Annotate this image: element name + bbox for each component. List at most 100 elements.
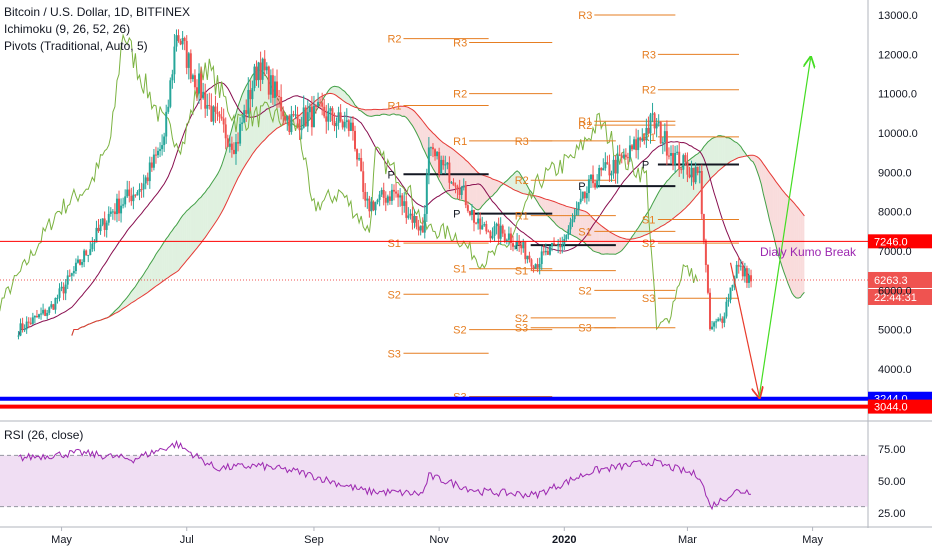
cloud-segment — [800, 210, 803, 298]
candle-down — [325, 116, 328, 122]
cloud-segment — [209, 183, 212, 232]
candle-up — [148, 162, 151, 182]
candle-down — [150, 162, 153, 168]
pivots-legend[interactable]: Pivots (Traditional, Auto, 5) — [4, 39, 148, 53]
cloud-segment — [137, 280, 140, 300]
candle-down — [44, 309, 47, 316]
candle-up — [698, 170, 701, 173]
cloud-segment — [225, 144, 228, 205]
chart-legend: Bitcoin / U.S. Dollar, 1D, BITFINEX Ichi… — [4, 4, 190, 55]
cloud-segment — [350, 98, 353, 107]
pivot-label-s1: S1 — [453, 264, 466, 276]
candle-up — [74, 262, 77, 272]
cloud-segment — [792, 200, 795, 297]
cloud-segment — [783, 191, 786, 278]
cloud-segment — [640, 221, 643, 238]
time-tick-label: May — [51, 534, 72, 546]
cloud-segment — [346, 93, 349, 105]
candle-down — [659, 122, 662, 144]
candle-down — [284, 116, 287, 121]
candle-down — [606, 162, 609, 165]
pivot-label-s1: S1 — [578, 226, 591, 238]
candle-up — [136, 192, 139, 196]
candle-down — [220, 116, 223, 119]
cloud-segment — [482, 174, 485, 206]
cloud-segment — [498, 181, 501, 189]
candle-down — [401, 195, 404, 206]
candle-up — [390, 189, 393, 201]
candle-down — [216, 111, 219, 115]
cloud-segment — [201, 194, 204, 243]
cloud-segment — [513, 172, 516, 191]
countdown-tag — [868, 288, 932, 305]
price-pane[interactable] — [0, 0, 868, 420]
cloud-segment — [441, 140, 444, 188]
candle-up — [715, 321, 718, 323]
candle-down — [530, 259, 533, 267]
cloud-segment — [217, 170, 220, 220]
candle-up — [257, 62, 260, 81]
candle-up — [507, 233, 510, 240]
candle-up — [657, 122, 660, 124]
rsi-line — [18, 439, 752, 511]
candle-down — [665, 131, 668, 156]
candle-up — [499, 225, 502, 239]
candle-up — [349, 122, 352, 131]
cloud-segment — [765, 166, 768, 212]
price-tick-label: 4000.0 — [878, 364, 912, 376]
candle-up — [87, 254, 90, 256]
candle-down — [282, 111, 285, 117]
candle-up — [573, 215, 576, 220]
candle-up — [120, 205, 123, 214]
symbol-title[interactable]: Bitcoin / U.S. Dollar, 1D, BITFINEX — [4, 5, 191, 19]
candle-up — [294, 114, 297, 116]
candle-down — [464, 185, 467, 206]
candle-up — [633, 139, 636, 150]
rsi-tick-label: 75.00 — [878, 444, 906, 456]
candle-up — [251, 88, 254, 100]
candle-down — [555, 244, 558, 246]
candle-up — [101, 218, 104, 225]
candle-up — [661, 142, 664, 144]
candle-up — [622, 154, 625, 158]
candle-down — [362, 171, 365, 192]
candle-down — [230, 143, 233, 150]
rsi-tick-label: 25.00 — [878, 508, 906, 520]
candle-up — [83, 250, 86, 263]
ichimoku-legend[interactable]: Ichimoku (9, 26, 52, 26) — [4, 22, 131, 36]
candle-down — [29, 322, 32, 324]
level-tag-label: 3044.0 — [874, 402, 908, 414]
cloud-segment — [564, 205, 567, 233]
candle-up — [290, 114, 293, 133]
pivot-label-p: P — [515, 240, 522, 252]
pivot-label-r2: R2 — [387, 34, 401, 46]
candle-down — [384, 197, 387, 203]
cloud-segment — [385, 109, 388, 115]
cloud-segment — [547, 199, 550, 218]
candle-down — [501, 225, 504, 234]
candle-up — [243, 110, 246, 123]
rsi-legend[interactable]: RSI (26, close) — [4, 428, 84, 442]
candles — [17, 29, 753, 340]
candle-down — [520, 244, 523, 249]
candle-down — [708, 292, 711, 330]
candle-down — [204, 91, 207, 109]
candle-up — [534, 264, 537, 269]
candle-down — [448, 162, 451, 183]
cloud-segment — [742, 149, 745, 157]
candle-down — [546, 250, 549, 255]
cloud-segment — [718, 135, 721, 172]
cloud-segment — [537, 196, 540, 206]
candle-up — [538, 264, 541, 268]
candle-down — [113, 211, 116, 215]
cloud-segment — [166, 236, 169, 279]
candle-up — [241, 122, 244, 125]
candle-up — [206, 104, 209, 109]
candle-down — [509, 233, 512, 244]
candle-down — [583, 191, 586, 199]
cloud-segment — [650, 203, 653, 233]
cloud-segment — [767, 169, 770, 221]
candle-up — [645, 127, 648, 141]
